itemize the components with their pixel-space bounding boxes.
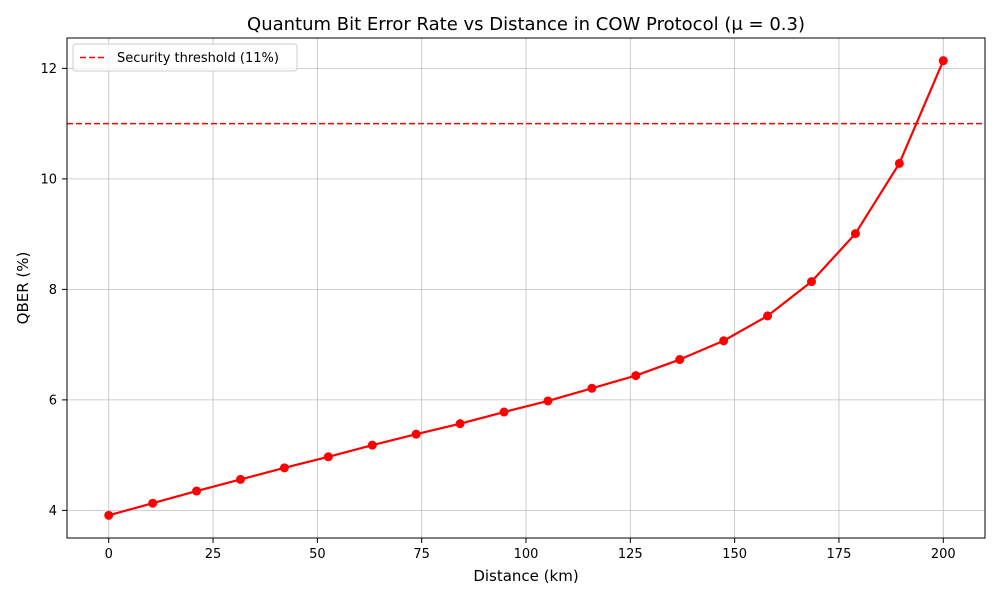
y-tick-label: 12 (40, 62, 57, 77)
qber-data-point (675, 355, 685, 365)
qber-data-point (894, 158, 904, 168)
legend-threshold-label: Security threshold (11%) (117, 51, 279, 66)
series-layer (104, 56, 948, 520)
x-tick-label: 100 (514, 547, 539, 562)
qber-data-point (367, 440, 377, 450)
grid-lines (67, 38, 985, 538)
y-tick-label: 4 (49, 504, 57, 519)
qber-data-point (499, 407, 509, 417)
chart-title: Quantum Bit Error Rate vs Distance in CO… (247, 14, 805, 35)
qber-data-point (719, 336, 729, 346)
qber-data-point (411, 429, 421, 439)
qber-data-point (236, 474, 246, 484)
x-tick-label: 50 (309, 547, 326, 562)
qber-data-point (279, 463, 289, 473)
x-tick-label: 150 (722, 547, 747, 562)
x-tick-label: 75 (413, 547, 430, 562)
y-tick-label: 6 (49, 393, 57, 408)
qber-data-point (763, 311, 773, 321)
qber-data-point (543, 396, 553, 406)
qber-data-point (148, 498, 158, 508)
qber-data-point (104, 510, 114, 520)
qber-data-point (587, 383, 597, 393)
x-tick-label: 175 (827, 547, 852, 562)
qber-data-point (631, 371, 641, 381)
x-axis-label: Distance (km) (473, 567, 578, 585)
legend-box (72, 43, 298, 72)
y-axis-label: QBER (%) (14, 252, 32, 325)
qber-data-point (850, 229, 860, 239)
x-tick-label: 125 (618, 547, 643, 562)
legend: Security threshold (11%) (72, 43, 298, 72)
qber-data-point (938, 56, 948, 66)
y-tick-label: 8 (49, 283, 57, 298)
x-tick-label: 200 (931, 547, 956, 562)
qber-data-point (192, 486, 202, 496)
y-tick-label: 10 (40, 172, 57, 187)
x-tick-label: 25 (205, 547, 222, 562)
qber-data-point (323, 452, 333, 462)
qber-data-point (806, 277, 816, 287)
qber-series-line (108, 60, 945, 517)
axis-ticks: 0 25 50 75 100 125 150 175 200 4 6 8 10 12 (40, 62, 955, 562)
qber-data-point (455, 419, 465, 429)
x-tick-label: 0 (105, 547, 113, 562)
